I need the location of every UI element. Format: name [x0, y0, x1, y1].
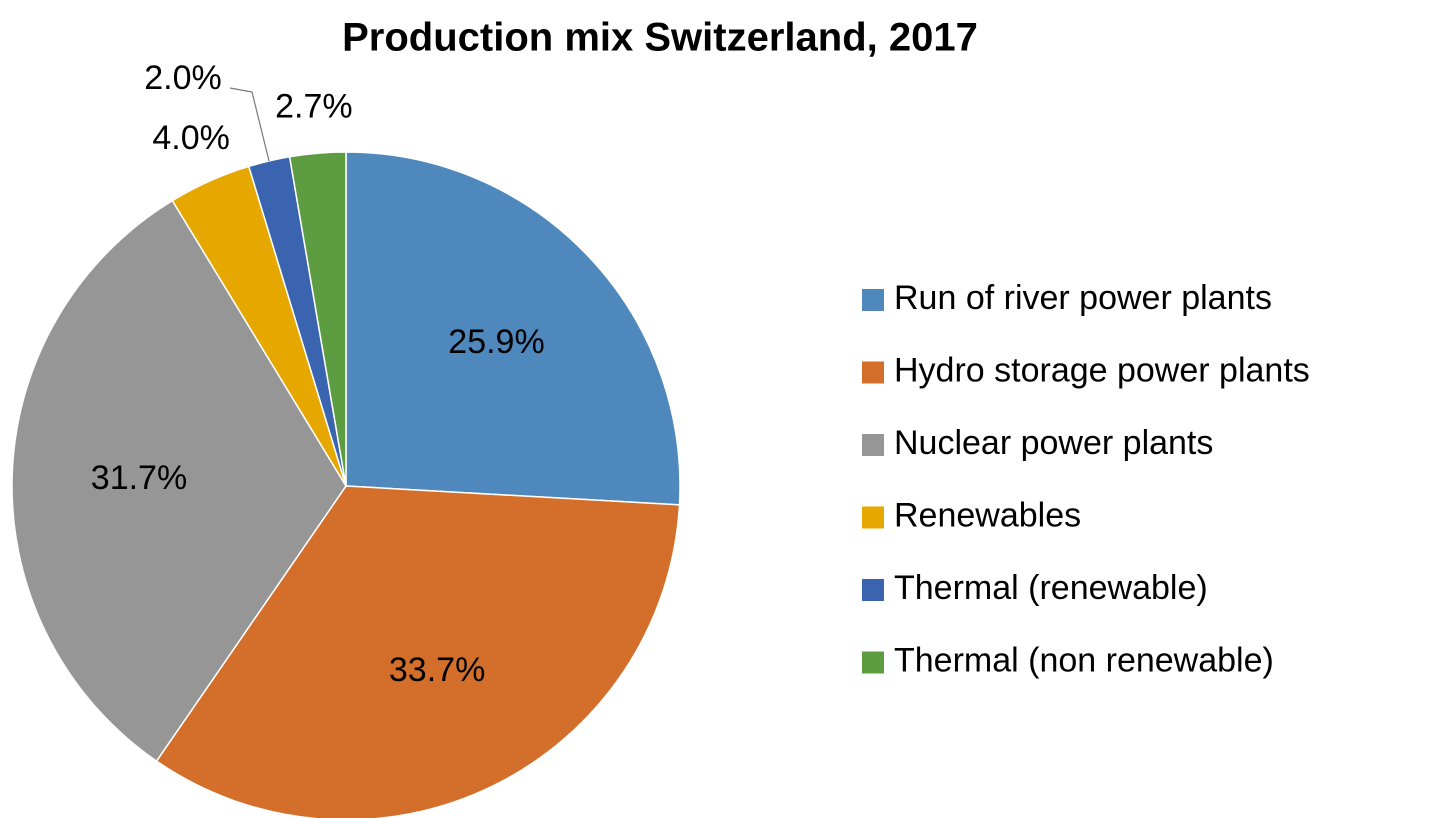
data-label: 25.9% — [448, 323, 544, 361]
pie-slice — [345, 151, 681, 506]
legend-swatch — [862, 289, 884, 311]
legend-label: Renewables — [894, 496, 1081, 534]
legend-swatch — [862, 361, 884, 384]
data-label: 33.7% — [389, 651, 485, 689]
legend-swatch — [862, 579, 884, 601]
legend-label: Thermal (non renewable) — [894, 641, 1274, 679]
legend-label: Hydro storage power plants — [894, 351, 1310, 389]
legend-swatch — [862, 506, 884, 529]
data-label: 31.7% — [91, 459, 187, 497]
legend-swatch — [862, 434, 884, 456]
data-label: 2.7% — [275, 87, 353, 125]
data-label: 2.0% — [144, 59, 222, 97]
legend-label: Thermal (renewable) — [894, 569, 1208, 607]
legend-swatch — [862, 651, 884, 674]
pie-slice — [288, 151, 347, 487]
legend-label: Nuclear power plants — [894, 424, 1213, 462]
pie-slice — [155, 485, 681, 818]
legend-label: Run of river power plants — [894, 279, 1272, 317]
chart-title: Production mix Switzerland, 2017 — [342, 16, 978, 60]
leader-line — [229, 87, 270, 162]
pie-slice — [11, 199, 347, 763]
data-label: 4.0% — [152, 119, 230, 157]
